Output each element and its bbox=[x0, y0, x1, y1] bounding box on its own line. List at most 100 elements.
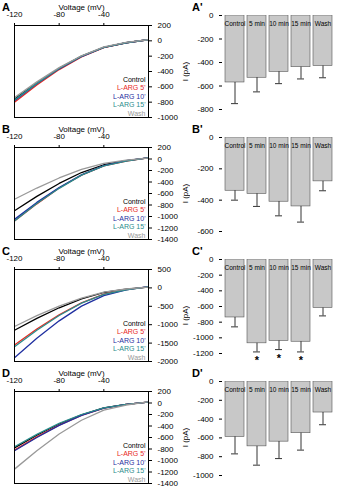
svg-text:Control: Control bbox=[225, 142, 247, 149]
svg-text:Wash: Wash bbox=[315, 142, 332, 149]
svg-text:-200: -200 bbox=[197, 271, 214, 280]
svg-text:0: 0 bbox=[209, 255, 214, 264]
svg-text:*: * bbox=[255, 354, 260, 365]
svg-text:-800: -800 bbox=[197, 105, 214, 114]
svg-text:L-ARG 5': L-ARG 5' bbox=[117, 206, 146, 213]
svg-text:Wash: Wash bbox=[315, 264, 332, 271]
svg-text:-1400: -1400 bbox=[158, 235, 179, 243]
svg-text:-800: -800 bbox=[197, 452, 214, 461]
svg-text:-2000: -2000 bbox=[158, 357, 179, 365]
svg-text:-200: -200 bbox=[197, 396, 214, 405]
svg-text:L-ARG 5': L-ARG 5' bbox=[117, 328, 146, 335]
svg-text:Control: Control bbox=[123, 198, 146, 205]
svg-text:Control: Control bbox=[225, 386, 247, 393]
svg-text:0: 0 bbox=[209, 11, 214, 20]
svg-text:-800: -800 bbox=[158, 201, 175, 210]
svg-text:0: 0 bbox=[158, 399, 163, 408]
svg-text:L-ARG 15': L-ARG 15' bbox=[113, 467, 145, 474]
svg-text:200: 200 bbox=[158, 143, 172, 152]
svg-text:Wash: Wash bbox=[315, 386, 332, 393]
svg-text:10 min: 10 min bbox=[269, 386, 289, 393]
svg-text:-400: -400 bbox=[197, 196, 214, 205]
svg-text:-1200: -1200 bbox=[193, 349, 214, 358]
svg-text:*: * bbox=[299, 354, 304, 365]
svg-text:-1000: -1000 bbox=[193, 333, 214, 342]
svg-text:Control: Control bbox=[225, 20, 247, 27]
svg-text:10 min: 10 min bbox=[269, 142, 289, 149]
svg-text:-400: -400 bbox=[197, 415, 214, 424]
svg-text:-400: -400 bbox=[158, 67, 175, 76]
svg-text:Voltage (mV): Voltage (mV) bbox=[58, 3, 105, 12]
svg-text:-600: -600 bbox=[197, 227, 214, 236]
svg-text:15 min: 15 min bbox=[291, 142, 311, 149]
svg-text:-200: -200 bbox=[197, 164, 214, 173]
svg-text:-600: -600 bbox=[197, 302, 214, 311]
svg-text:L-ARG 15': L-ARG 15' bbox=[113, 345, 145, 352]
svg-text:200: 200 bbox=[158, 21, 172, 30]
svg-text:Wash: Wash bbox=[128, 110, 146, 117]
svg-text:Voltage (mV): Voltage (mV) bbox=[58, 125, 105, 134]
svg-text:Wash: Wash bbox=[315, 20, 332, 27]
svg-text:-1200: -1200 bbox=[158, 468, 179, 477]
svg-text:0: 0 bbox=[158, 283, 163, 292]
svg-text:-200: -200 bbox=[197, 35, 214, 44]
svg-text:L-ARG 10': L-ARG 10' bbox=[113, 93, 145, 100]
svg-text:-1000: -1000 bbox=[158, 212, 179, 221]
svg-text:Control: Control bbox=[225, 264, 247, 271]
svg-text:200: 200 bbox=[158, 387, 172, 396]
svg-text:-600: -600 bbox=[158, 82, 175, 91]
svg-text:L-ARG 10': L-ARG 10' bbox=[113, 337, 145, 344]
svg-text:-1000: -1000 bbox=[158, 456, 179, 465]
svg-text:10 min: 10 min bbox=[269, 20, 289, 27]
svg-text:-800: -800 bbox=[197, 318, 214, 327]
svg-text:Control: Control bbox=[123, 442, 146, 449]
svg-text:L-ARG 5': L-ARG 5' bbox=[117, 84, 146, 91]
svg-text:I (pA): I (pA) bbox=[181, 61, 190, 81]
svg-text:10 min: 10 min bbox=[269, 264, 289, 271]
svg-text:-1400: -1400 bbox=[158, 479, 179, 487]
svg-text:0: 0 bbox=[209, 133, 214, 142]
svg-text:-600: -600 bbox=[197, 82, 214, 91]
svg-text:5 min: 5 min bbox=[249, 264, 265, 271]
svg-text:0: 0 bbox=[158, 36, 163, 45]
svg-text:-200: -200 bbox=[158, 410, 175, 419]
svg-text:-1500: -1500 bbox=[158, 339, 179, 348]
svg-text:L-ARG 10': L-ARG 10' bbox=[113, 215, 145, 222]
svg-text:Wash: Wash bbox=[128, 354, 146, 361]
svg-text:-400: -400 bbox=[197, 58, 214, 67]
svg-text:-600: -600 bbox=[158, 433, 175, 442]
svg-text:-800: -800 bbox=[158, 98, 175, 107]
svg-text:15 min: 15 min bbox=[291, 264, 311, 271]
svg-text:-500: -500 bbox=[158, 302, 175, 311]
svg-text:15 min: 15 min bbox=[291, 386, 311, 393]
svg-text:L-ARG 15': L-ARG 15' bbox=[113, 101, 145, 108]
svg-text:-1000: -1000 bbox=[158, 320, 179, 329]
svg-text:-1000: -1000 bbox=[158, 113, 179, 121]
svg-text:-400: -400 bbox=[197, 286, 214, 295]
svg-text:L-ARG 5': L-ARG 5' bbox=[117, 450, 146, 457]
svg-text:0: 0 bbox=[209, 377, 214, 386]
svg-text:0: 0 bbox=[158, 155, 163, 164]
svg-text:5 min: 5 min bbox=[249, 20, 265, 27]
svg-text:-800: -800 bbox=[158, 445, 175, 454]
svg-text:I (pA): I (pA) bbox=[181, 427, 190, 447]
svg-text:5 min: 5 min bbox=[249, 386, 265, 393]
svg-text:-400: -400 bbox=[158, 422, 175, 431]
svg-text:-600: -600 bbox=[197, 433, 214, 442]
svg-text:Voltage (mV): Voltage (mV) bbox=[58, 247, 105, 256]
svg-text:-200: -200 bbox=[158, 166, 175, 175]
svg-text:-600: -600 bbox=[158, 189, 175, 198]
svg-text:-200: -200 bbox=[158, 52, 175, 61]
svg-text:15 min: 15 min bbox=[291, 20, 311, 27]
svg-text:-1000: -1000 bbox=[193, 471, 214, 480]
svg-text:I (pA): I (pA) bbox=[181, 183, 190, 203]
svg-text:Control: Control bbox=[123, 320, 146, 327]
svg-text:L-ARG 15': L-ARG 15' bbox=[113, 223, 145, 230]
svg-text:*: * bbox=[277, 352, 282, 364]
svg-text:Control: Control bbox=[123, 76, 146, 83]
svg-text:5 min: 5 min bbox=[249, 142, 265, 149]
svg-text:-1200: -1200 bbox=[158, 224, 179, 233]
svg-text:Wash: Wash bbox=[128, 476, 146, 483]
svg-text:Voltage (mV): Voltage (mV) bbox=[58, 369, 105, 378]
svg-text:I (pA): I (pA) bbox=[181, 305, 190, 325]
